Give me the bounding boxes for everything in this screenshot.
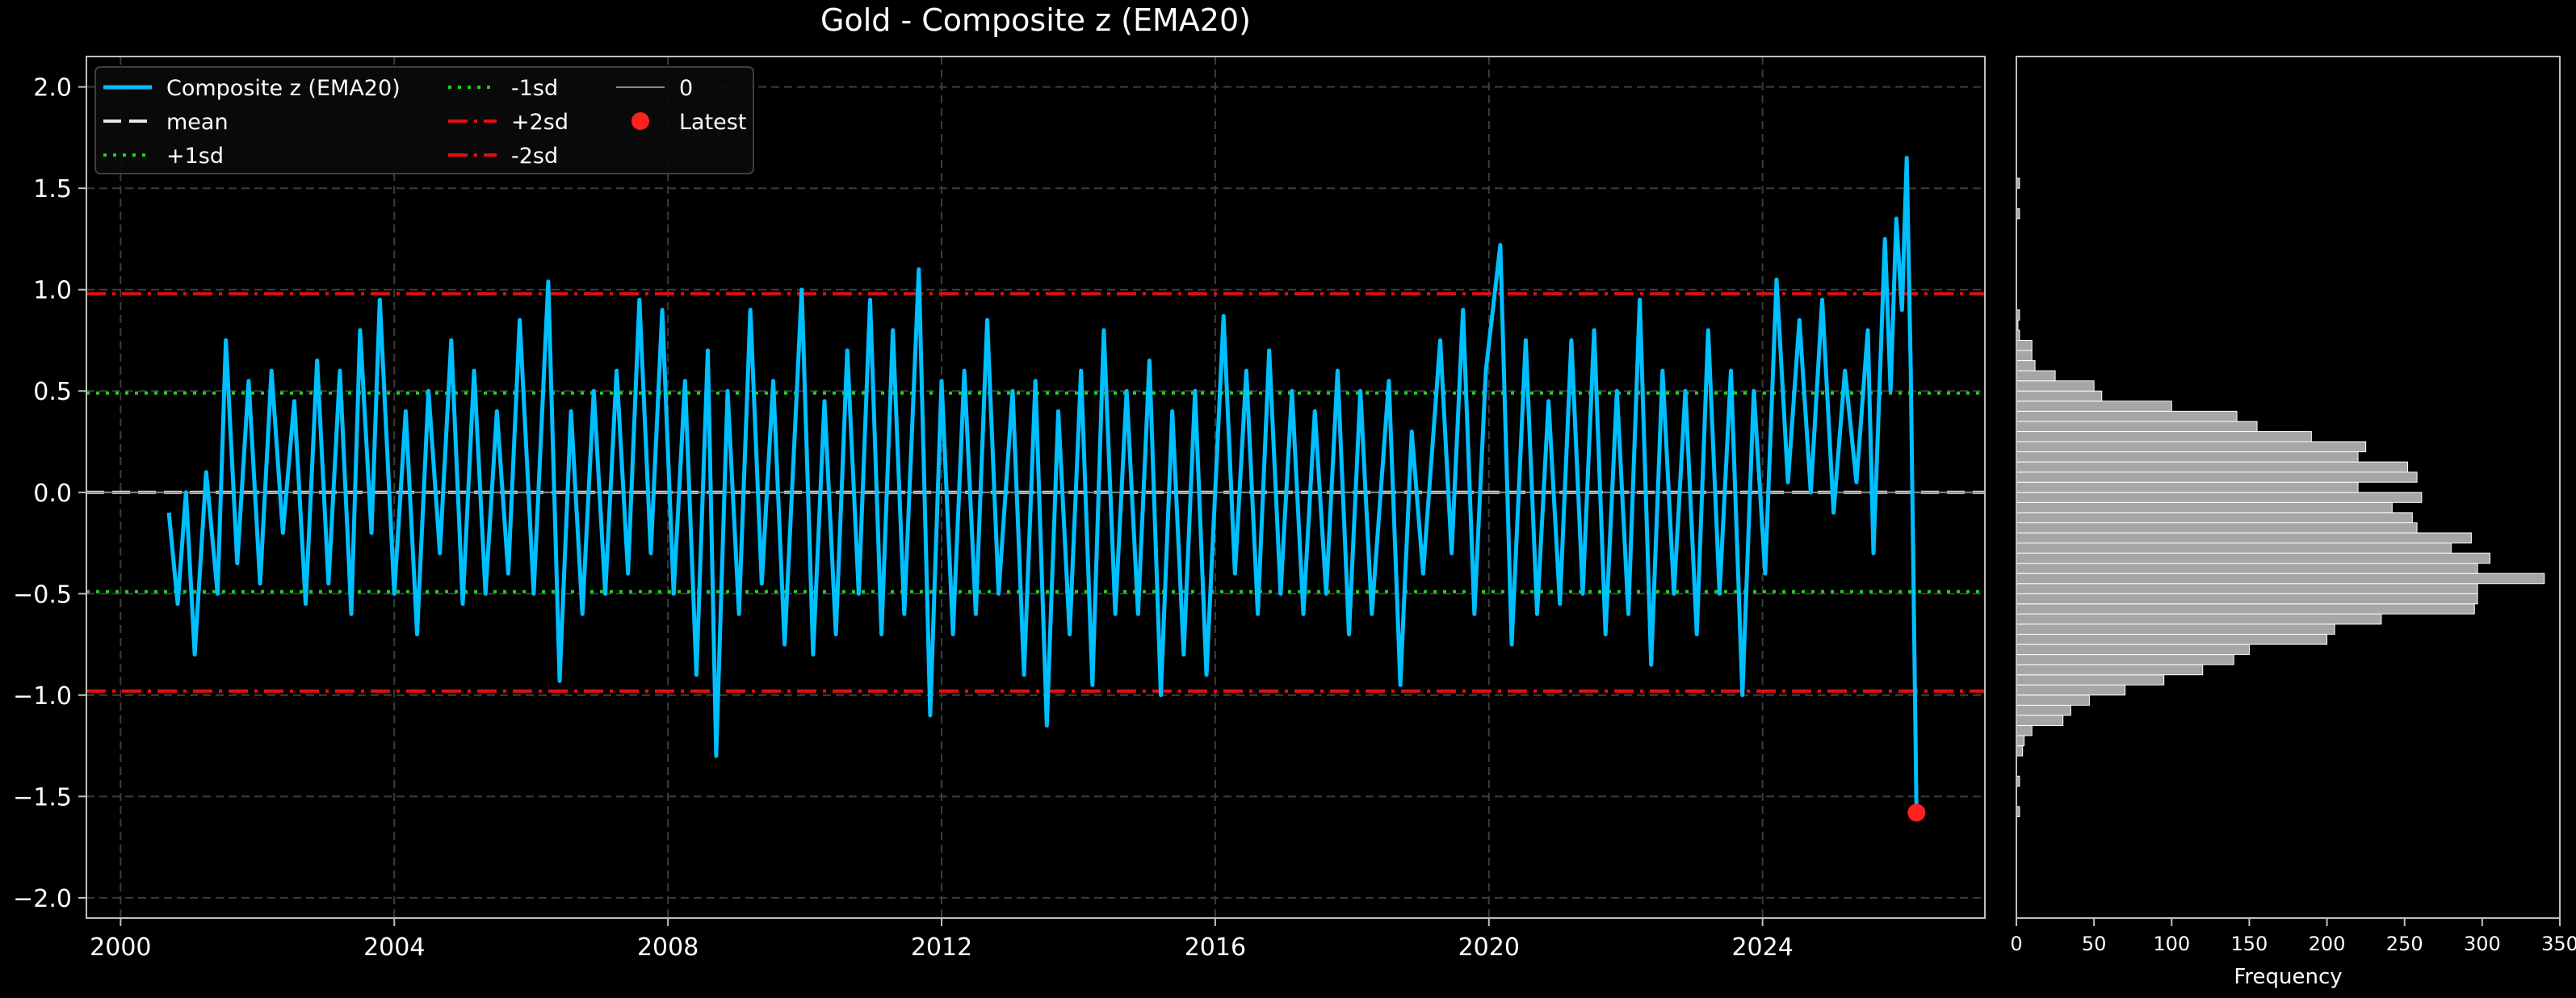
histogram-bar	[2016, 461, 2409, 473]
histogram-bar	[2016, 532, 2472, 544]
hist-x-axis-label: Frequency	[2234, 965, 2342, 989]
y-tick-label: −2.0	[13, 885, 72, 913]
histogram-bar	[2016, 350, 2033, 362]
histogram-bar	[2016, 664, 2204, 676]
histogram-bar	[2016, 623, 2335, 635]
histogram-bar	[2016, 572, 2545, 585]
y-tick-label: 0.0	[33, 480, 72, 508]
histogram-bar	[2016, 613, 2382, 625]
series-line-0	[166, 156, 1919, 813]
y-tick-label: 0.5	[33, 378, 72, 406]
histogram-bar	[2016, 654, 2234, 665]
legend-label: Latest	[679, 110, 746, 135]
x-tick-label: 2024	[1731, 933, 1793, 962]
histogram-bar	[2016, 674, 2165, 686]
main-axes-frame	[86, 56, 1986, 919]
histogram-axes-frame	[2016, 56, 2561, 919]
hist-x-tick-label: 50	[2082, 933, 2107, 955]
histogram-bar	[2016, 634, 2328, 645]
legend-label: -2sd	[511, 144, 558, 169]
histogram-bar	[2016, 390, 2103, 402]
histogram-bar	[2016, 644, 2250, 656]
legend-swatch	[631, 112, 649, 130]
x-tick-label: 2016	[1185, 933, 1246, 962]
legend-label: mean	[166, 110, 229, 135]
histogram-bar	[2016, 704, 2071, 716]
hist-x-tick-label: 300	[2464, 933, 2501, 955]
histogram-bar	[2016, 694, 2090, 706]
histogram-bar	[2016, 421, 2258, 432]
hist-x-tick-label: 350	[2541, 933, 2576, 955]
histogram-bar	[2016, 481, 2359, 493]
legend-label: +1sd	[166, 144, 224, 169]
legend-box	[94, 66, 754, 174]
y-tick-label: −1.5	[13, 783, 72, 811]
latest-marker	[1907, 803, 1926, 822]
histogram-bar	[2016, 410, 2238, 422]
x-tick-label: 2008	[637, 933, 699, 962]
histogram-bar	[2016, 451, 2359, 463]
legend-label: 0	[679, 76, 693, 101]
x-tick-label: 2020	[1458, 933, 1520, 962]
histogram-bar	[2016, 543, 2452, 554]
histogram-bar	[2016, 715, 2064, 726]
y-tick-label: −1.0	[13, 682, 72, 711]
y-tick-label: 1.0	[33, 277, 72, 305]
histogram-bar	[2016, 563, 2478, 574]
legend-label: -1sd	[511, 76, 558, 101]
legend-label: +2sd	[511, 110, 568, 135]
histogram-bar	[2016, 430, 2312, 442]
hist-x-tick-label: 100	[2153, 933, 2190, 955]
histogram-bar	[2016, 603, 2475, 614]
histogram-bar	[2016, 735, 2025, 747]
histogram-bar	[2016, 512, 2413, 523]
histogram-bar	[2016, 339, 2033, 351]
histogram-bar	[2016, 583, 2478, 594]
histogram-bar	[2016, 745, 2024, 757]
y-tick-label: 1.5	[33, 175, 72, 203]
y-tick-label: 2.0	[33, 74, 72, 103]
hist-x-tick-label: 150	[2231, 933, 2268, 955]
histogram-bar	[2016, 593, 2478, 605]
y-tick-label: −0.5	[13, 581, 72, 609]
histogram-bar	[2016, 552, 2490, 564]
histogram-bar	[2016, 400, 2172, 412]
legend-label: Composite z (EMA20)	[166, 76, 401, 101]
x-tick-label: 2000	[90, 933, 151, 962]
histogram-bar	[2016, 360, 2036, 371]
histogram-bar	[2016, 380, 2095, 392]
histogram-bar	[2016, 684, 2126, 696]
histogram-bar	[2016, 501, 2393, 514]
histogram-bar	[2016, 370, 2056, 382]
x-tick-label: 2012	[911, 933, 972, 962]
histogram-bar	[2016, 492, 2423, 503]
histogram-bar	[2016, 441, 2367, 453]
histogram-bar	[2016, 472, 2418, 483]
hist-x-tick-label: 250	[2386, 933, 2423, 955]
histogram-bar	[2016, 522, 2418, 534]
x-tick-label: 2004	[363, 933, 425, 962]
hist-x-tick-label: 200	[2309, 933, 2346, 955]
hist-x-tick-label: 0	[2010, 933, 2022, 955]
histogram-bar	[2016, 724, 2033, 736]
chart-title: Gold - Composite z (EMA20)	[820, 2, 1251, 38]
